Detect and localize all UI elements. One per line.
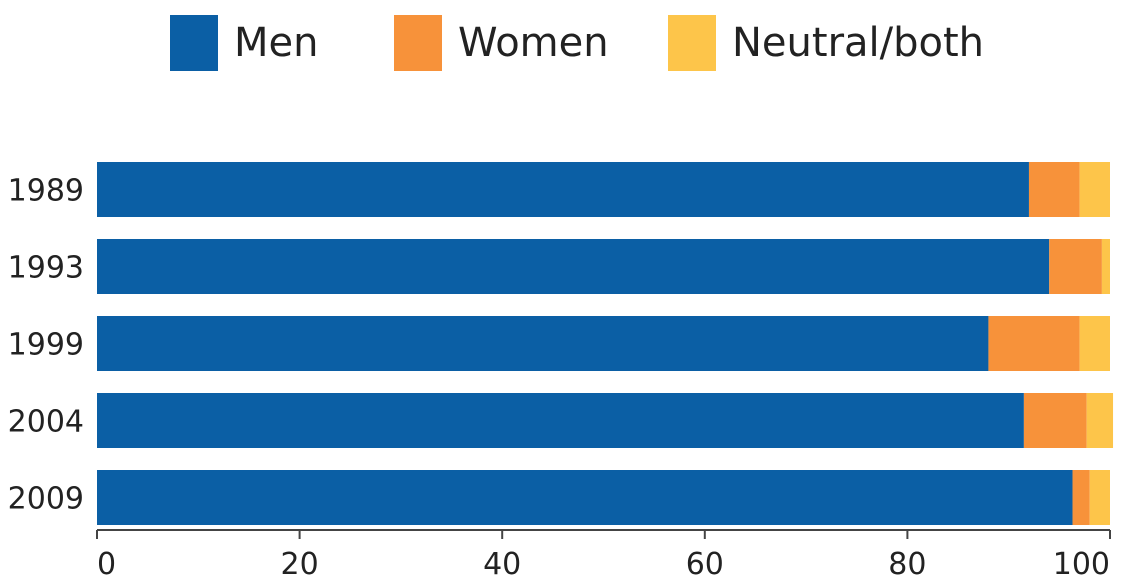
legend-swatch-neutral-both — [668, 15, 716, 71]
bar-2009-neutral-both — [1089, 470, 1110, 525]
bar-1993-women — [1049, 239, 1102, 294]
bar-2004-women — [1023, 393, 1087, 448]
bar-2009-women — [1072, 470, 1090, 525]
y-tick-label: 1989 — [8, 174, 84, 209]
bar-1993-neutral-both — [1101, 239, 1110, 294]
y-tick-label: 2004 — [8, 405, 84, 440]
bar-1999-women — [988, 316, 1080, 371]
x-tick-label: 80 — [888, 547, 926, 582]
y-tick-label: 1993 — [8, 251, 84, 286]
legend-swatch-men — [170, 15, 218, 71]
x-axis: 0 20 40 60 80 100 — [96, 529, 1111, 582]
x-tick-label: 40 — [483, 547, 521, 582]
x-tick-label: 0 — [97, 547, 116, 582]
x-tick-label: 60 — [686, 547, 724, 582]
bar-1993-men — [97, 239, 1050, 294]
bar-2004-men — [97, 393, 1024, 448]
bar-1989-neutral-both — [1079, 162, 1110, 217]
legend-label-women: Women — [458, 20, 609, 66]
x-tick-label: 100 — [1053, 547, 1110, 582]
legend-swatch-women — [394, 15, 442, 71]
y-tick-label: 2009 — [8, 482, 84, 517]
y-axis-labels: 1989 1993 1999 2004 2009 — [8, 174, 84, 517]
legend-label-men: Men — [234, 20, 319, 66]
legend-item-men: Men — [170, 14, 318, 72]
bars — [97, 162, 1114, 525]
bar-1989-men — [97, 162, 1029, 217]
x-tick-label: 20 — [281, 547, 319, 582]
bar-2009-men — [97, 470, 1073, 525]
legend: Men Women Neutral/both — [0, 0, 1141, 90]
y-tick-label: 1999 — [8, 328, 84, 363]
legend-item-neutral-both: Neutral/both — [668, 14, 984, 72]
bar-2004-neutral-both — [1086, 393, 1114, 448]
legend-item-women: Women — [394, 14, 609, 72]
bar-1989-women — [1028, 162, 1080, 217]
bar-1999-neutral-both — [1079, 316, 1110, 371]
bar-1999-men — [97, 316, 989, 371]
legend-label-neutral-both: Neutral/both — [732, 20, 985, 66]
